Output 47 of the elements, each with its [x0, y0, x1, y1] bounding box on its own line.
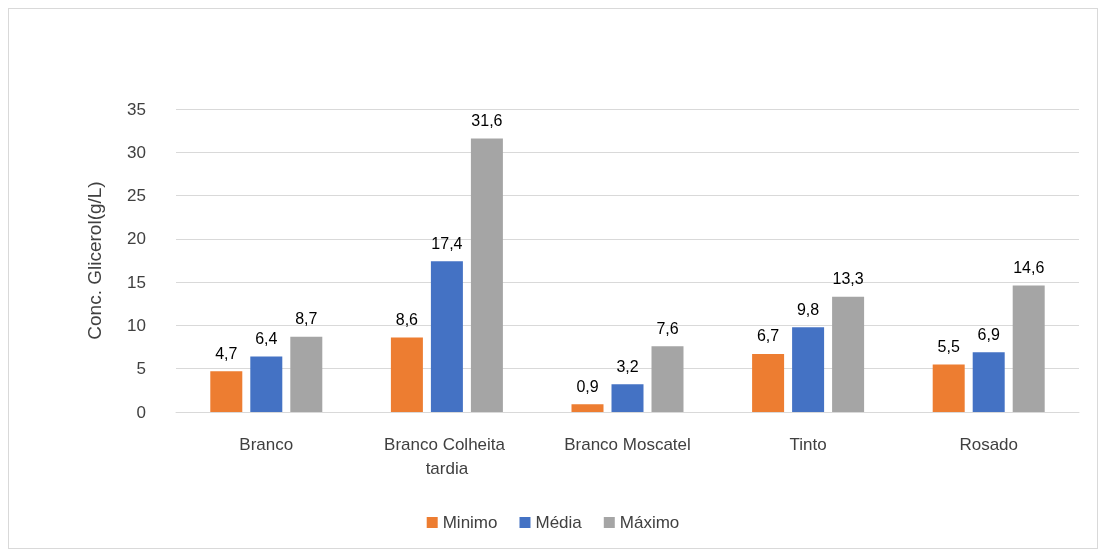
legend-label: Média — [535, 513, 583, 532]
bar — [430, 261, 463, 412]
data-label: 6,9 — [977, 325, 1000, 343]
bar — [390, 337, 423, 412]
bar — [792, 327, 825, 412]
data-label: 6,4 — [255, 330, 278, 348]
data-label: 4,7 — [215, 344, 238, 362]
data-label: 3,2 — [616, 357, 639, 375]
legend-label: Máximo — [619, 513, 680, 532]
data-label: 14,6 — [1013, 259, 1045, 277]
y-tick-label: 35 — [127, 99, 146, 119]
data-label: 6,7 — [756, 327, 780, 345]
y-tick-label: 0 — [136, 402, 146, 422]
bar — [470, 138, 503, 412]
data-label: 8,6 — [395, 311, 419, 329]
y-tick-label: 20 — [127, 229, 146, 249]
x-tick-label: Tinto — [789, 434, 827, 454]
bar — [250, 356, 283, 412]
data-label: 13,3 — [832, 270, 864, 288]
y-axis-title: Conc. Glicerol(g/L) — [84, 181, 105, 340]
bar — [752, 354, 785, 412]
y-tick-label: 10 — [127, 315, 146, 335]
bar — [1012, 285, 1045, 412]
bar — [651, 346, 684, 412]
y-tick-label: 5 — [136, 359, 146, 379]
data-label: 5,5 — [937, 337, 960, 355]
x-tick-label: Branco — [239, 434, 294, 454]
data-label: 9,8 — [796, 300, 820, 318]
data-label: 17,4 — [431, 234, 463, 252]
data-label: 31,6 — [471, 111, 503, 129]
bar — [611, 384, 644, 412]
y-tick-label: 15 — [127, 272, 146, 292]
bar — [290, 336, 323, 412]
bar — [832, 296, 865, 412]
bar — [571, 404, 604, 412]
y-tick-label: 30 — [127, 142, 146, 162]
bar — [932, 364, 965, 412]
x-tick-label: Branco Colheita tardia — [384, 434, 510, 478]
bar — [972, 352, 1005, 412]
data-label: 7,6 — [656, 319, 679, 337]
x-tick-label: Rosado — [959, 434, 1018, 454]
bar — [210, 371, 243, 412]
y-tick-label: 25 — [127, 186, 146, 206]
data-label: 0,9 — [576, 377, 599, 395]
x-tick-label: Branco Moscatel — [564, 434, 691, 454]
data-label: 8,7 — [295, 310, 318, 328]
legend-label: Minimo — [442, 513, 498, 532]
